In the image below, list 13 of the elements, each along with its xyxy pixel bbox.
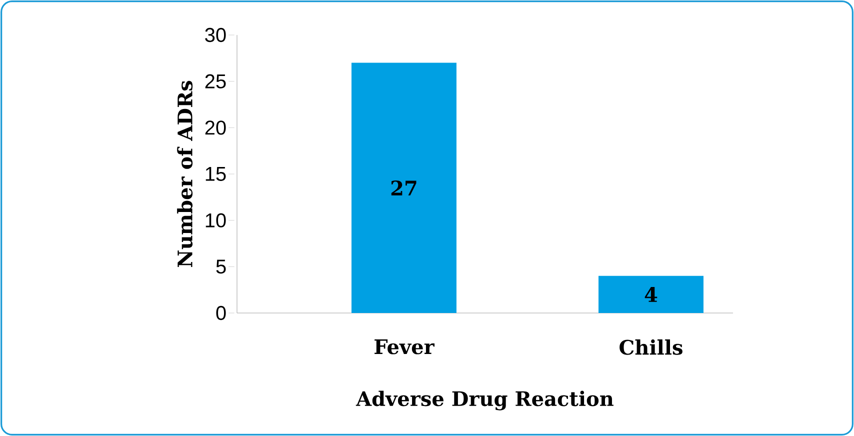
- data-label: 27: [391, 180, 416, 196]
- y-tick-label: 0: [216, 306, 226, 320]
- y-tick-label: 15: [206, 167, 226, 181]
- y-axis-title: Number of ADRs: [177, 80, 193, 268]
- data-label: 4: [644, 287, 658, 302]
- y-tick-label: 5: [216, 260, 226, 274]
- y-tick-label: 25: [205, 74, 226, 88]
- y-tick-label: 20: [205, 120, 226, 135]
- y-tick-label: 30: [205, 28, 226, 42]
- x-tick-label: Fever: [374, 339, 435, 354]
- y-tick-label: 10: [206, 213, 226, 228]
- x-tick-label: Chills: [620, 339, 682, 355]
- x-axis-title: Adverse Drug Reaction: [356, 390, 614, 410]
